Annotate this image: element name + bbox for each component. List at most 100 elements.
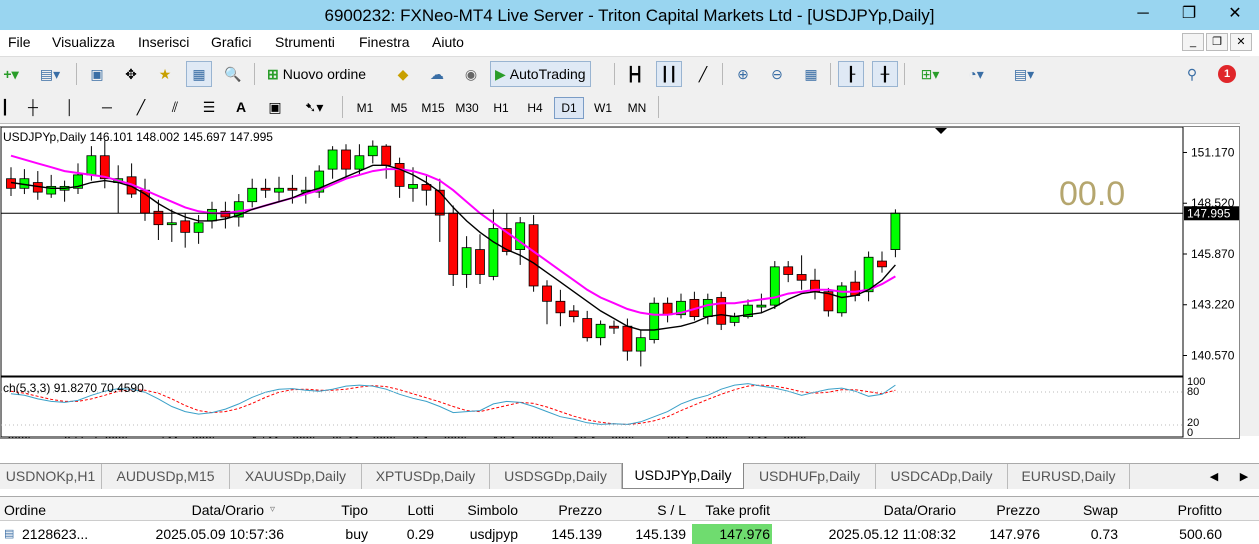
col-order[interactable]: Ordine: [4, 502, 47, 518]
candle-body: [260, 187, 271, 191]
tab-usdcad[interactable]: USDCADp,Daily: [876, 464, 1008, 489]
tab-usdnok[interactable]: USDNOKp,H1: [0, 464, 102, 489]
menu-view[interactable]: Visualizza: [52, 34, 115, 50]
periods-icon[interactable]: ◔▾: [968, 65, 984, 82]
col-symbol[interactable]: Simbolo: [467, 502, 518, 518]
minimize-button[interactable]: ─: [1137, 5, 1149, 22]
price-chart[interactable]: 147.995 151.170 148.520 145.870 143.220 140.…: [0, 126, 1240, 448]
terminal-icon[interactable]: ▦: [186, 61, 212, 87]
menu-charts[interactable]: Grafici: [211, 34, 252, 50]
tab-usdhuf[interactable]: USDHUFp,Daily: [744, 464, 876, 489]
tile-windows-icon[interactable]: ▦: [804, 65, 818, 82]
bar-chart-icon[interactable]: ┣┫: [626, 65, 644, 82]
tab-xptusd[interactable]: XPTUSDp,Daily: [362, 464, 490, 489]
line-chart-icon[interactable]: ╱: [698, 65, 708, 82]
new-order-button[interactable]: ⊞ Nuovo ordine: [262, 61, 371, 87]
notifications-icon[interactable]: 1: [1212, 61, 1242, 87]
fibonacci-icon[interactable]: ☰: [202, 98, 216, 115]
text-label-icon[interactable]: ▣: [268, 98, 282, 115]
notification-badge: 1: [1218, 65, 1236, 83]
mdi-restore-button[interactable]: ❐: [1206, 33, 1228, 51]
text-tool-icon[interactable]: A: [235, 99, 247, 115]
trade-icon: ▤: [4, 528, 15, 540]
candle-body: [287, 187, 298, 191]
indicators-icon[interactable]: ⊞▾: [920, 65, 940, 82]
timeframe-m30[interactable]: M30: [455, 101, 479, 115]
signals-icon[interactable]: ◆: [397, 65, 409, 82]
stop-loss: 145.139: [635, 526, 686, 542]
tabs-scroll-left-icon[interactable]: ◀: [1209, 471, 1219, 483]
price-tick-label: 140.570: [1191, 349, 1235, 363]
market-watch-icon[interactable]: ▣: [90, 65, 104, 82]
timeframe-m1[interactable]: M1: [356, 101, 374, 115]
crosshair-icon[interactable]: ✥: [125, 65, 137, 82]
timeframe-d1[interactable]: D1: [554, 97, 584, 119]
cursor-icon[interactable]: ┃: [0, 98, 10, 115]
col-lots[interactable]: Lotti: [407, 502, 434, 518]
zoom-out-icon[interactable]: ⊖: [771, 65, 783, 82]
chart-shift-icon[interactable]: ┠: [838, 61, 864, 87]
metaeditor-icon[interactable]: ◉: [464, 65, 478, 82]
timeframe-h1[interactable]: H1: [493, 101, 509, 115]
candle-body: [448, 212, 459, 275]
autoscroll-icon[interactable]: ╂: [872, 61, 898, 87]
tabs-scroll-right-icon[interactable]: ▶: [1239, 471, 1249, 483]
strategy-tester-icon[interactable]: 🔍: [224, 65, 242, 82]
new-chart-icon[interactable]: +▾: [3, 65, 19, 82]
col-price[interactable]: Prezzo: [558, 502, 602, 518]
order-id[interactable]: 2128623...: [22, 526, 89, 542]
menu-tools[interactable]: Strumenti: [275, 34, 335, 50]
tab-usdjpy[interactable]: USDJPYp,Daily: [622, 463, 744, 489]
col-type[interactable]: Tipo: [341, 502, 368, 518]
close-button[interactable]: ✕: [1228, 5, 1242, 22]
col-profit[interactable]: Profitto: [1177, 502, 1222, 518]
sort-icon: ▿: [270, 504, 276, 515]
tab-usdsgd[interactable]: USDSGDp,Daily: [490, 464, 622, 489]
trendline-icon[interactable]: ╱: [136, 98, 146, 115]
tab-eurusd[interactable]: EURUSD,Daily: [1008, 464, 1130, 489]
cloud-icon[interactable]: ☁: [430, 65, 444, 82]
menu-help[interactable]: Aiuto: [432, 34, 464, 50]
vertical-scrollbar[interactable]: [1240, 56, 1259, 436]
crosshair-tool-icon[interactable]: ┼: [28, 99, 38, 115]
col-close-time[interactable]: Data/Orario: [883, 502, 956, 518]
date-label: 2 Apr 2025: [412, 434, 470, 438]
timeframe-h4[interactable]: H4: [527, 101, 543, 115]
mdi-close-button[interactable]: ✕: [1230, 33, 1252, 51]
candle-body: [153, 210, 164, 226]
timeframe-m15[interactable]: M15: [421, 101, 445, 115]
maximize-button[interactable]: ❐: [1181, 5, 1197, 22]
templates-icon[interactable]: ▤▾: [1013, 65, 1035, 82]
col-open-time[interactable]: Data/Orario: [191, 502, 264, 518]
take-profit: 147.976: [692, 524, 772, 544]
autotrading-button[interactable]: ▶ AutoTrading: [490, 61, 591, 87]
menu-file[interactable]: File: [8, 34, 31, 50]
navigator-icon[interactable]: ★: [158, 65, 172, 82]
menu-insert[interactable]: Inserisci: [138, 34, 190, 50]
timeframe-mn[interactable]: MN: [627, 101, 647, 115]
price-tick-label: 143.220: [1191, 298, 1235, 312]
col-tp[interactable]: Take profit: [705, 502, 770, 518]
zoom-in-icon[interactable]: ⊕: [737, 65, 749, 82]
mdi-minimize-button[interactable]: _: [1182, 33, 1204, 51]
tab-audusd[interactable]: AUDUSDp,M15: [102, 464, 230, 489]
trade-lots: 0.29: [406, 526, 434, 542]
vertical-line-icon[interactable]: │: [65, 99, 75, 115]
horizontal-line-icon[interactable]: ─: [102, 99, 112, 115]
timeframe-m5[interactable]: M5: [390, 101, 408, 115]
col-swap[interactable]: Swap: [1082, 502, 1118, 518]
menu-window[interactable]: Finestra: [359, 34, 410, 50]
profiles-icon[interactable]: ▤▾: [39, 65, 61, 82]
main-chart-area: [0, 126, 1184, 377]
col-close-price[interactable]: Prezzo: [996, 502, 1040, 518]
arrows-icon[interactable]: ➷▾: [304, 98, 324, 115]
ma-fast-line: [10, 164, 896, 331]
candlestick-icon[interactable]: ┃┃: [656, 61, 682, 87]
candle-body: [582, 318, 593, 339]
search-icon[interactable]: ⚲: [1186, 65, 1198, 82]
chart-window[interactable]: 147.995 151.170 148.520 145.870 143.220 140.…: [0, 126, 1240, 448]
channel-icon[interactable]: ⫽: [171, 98, 179, 115]
col-sl[interactable]: S / L: [657, 502, 686, 518]
tab-xauusd[interactable]: XAUUSDp,Daily: [230, 464, 362, 489]
timeframe-w1[interactable]: W1: [594, 101, 612, 115]
